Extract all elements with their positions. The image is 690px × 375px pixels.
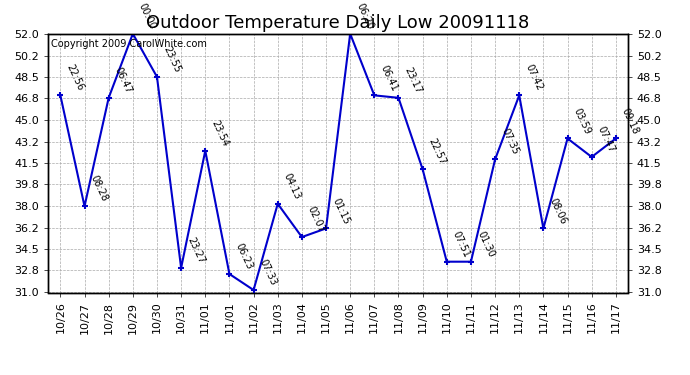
Text: 09:18: 09:18 xyxy=(620,106,641,136)
Text: 02:07: 02:07 xyxy=(306,205,327,234)
Text: 22:57: 22:57 xyxy=(427,136,448,166)
Text: 08:06: 08:06 xyxy=(548,196,569,226)
Text: 06:47: 06:47 xyxy=(113,66,134,95)
Text: 08:28: 08:28 xyxy=(89,174,110,204)
Text: 06:20: 06:20 xyxy=(355,2,375,31)
Text: 01:15: 01:15 xyxy=(331,196,351,226)
Text: 00:00: 00:00 xyxy=(137,2,158,31)
Text: 01:30: 01:30 xyxy=(475,230,496,259)
Text: 07:47: 07:47 xyxy=(596,124,617,154)
Text: 04:13: 04:13 xyxy=(282,172,303,201)
Text: 23:55: 23:55 xyxy=(161,44,182,74)
Text: 03:59: 03:59 xyxy=(572,106,593,136)
Text: 23:27: 23:27 xyxy=(186,236,206,265)
Text: 07:42: 07:42 xyxy=(524,63,544,93)
Text: 07:33: 07:33 xyxy=(258,258,279,287)
Text: 23:17: 23:17 xyxy=(403,66,424,95)
Text: Copyright 2009 CarolWhite.com: Copyright 2009 CarolWhite.com xyxy=(51,39,207,49)
Text: 22:56: 22:56 xyxy=(65,63,86,93)
Text: 07:35: 07:35 xyxy=(500,127,520,157)
Text: 06:41: 06:41 xyxy=(379,63,400,93)
Title: Outdoor Temperature Daily Low 20091118: Outdoor Temperature Daily Low 20091118 xyxy=(146,14,530,32)
Text: 23:54: 23:54 xyxy=(210,118,230,148)
Text: 07:51: 07:51 xyxy=(451,230,472,259)
Text: 06:23: 06:23 xyxy=(234,242,255,271)
